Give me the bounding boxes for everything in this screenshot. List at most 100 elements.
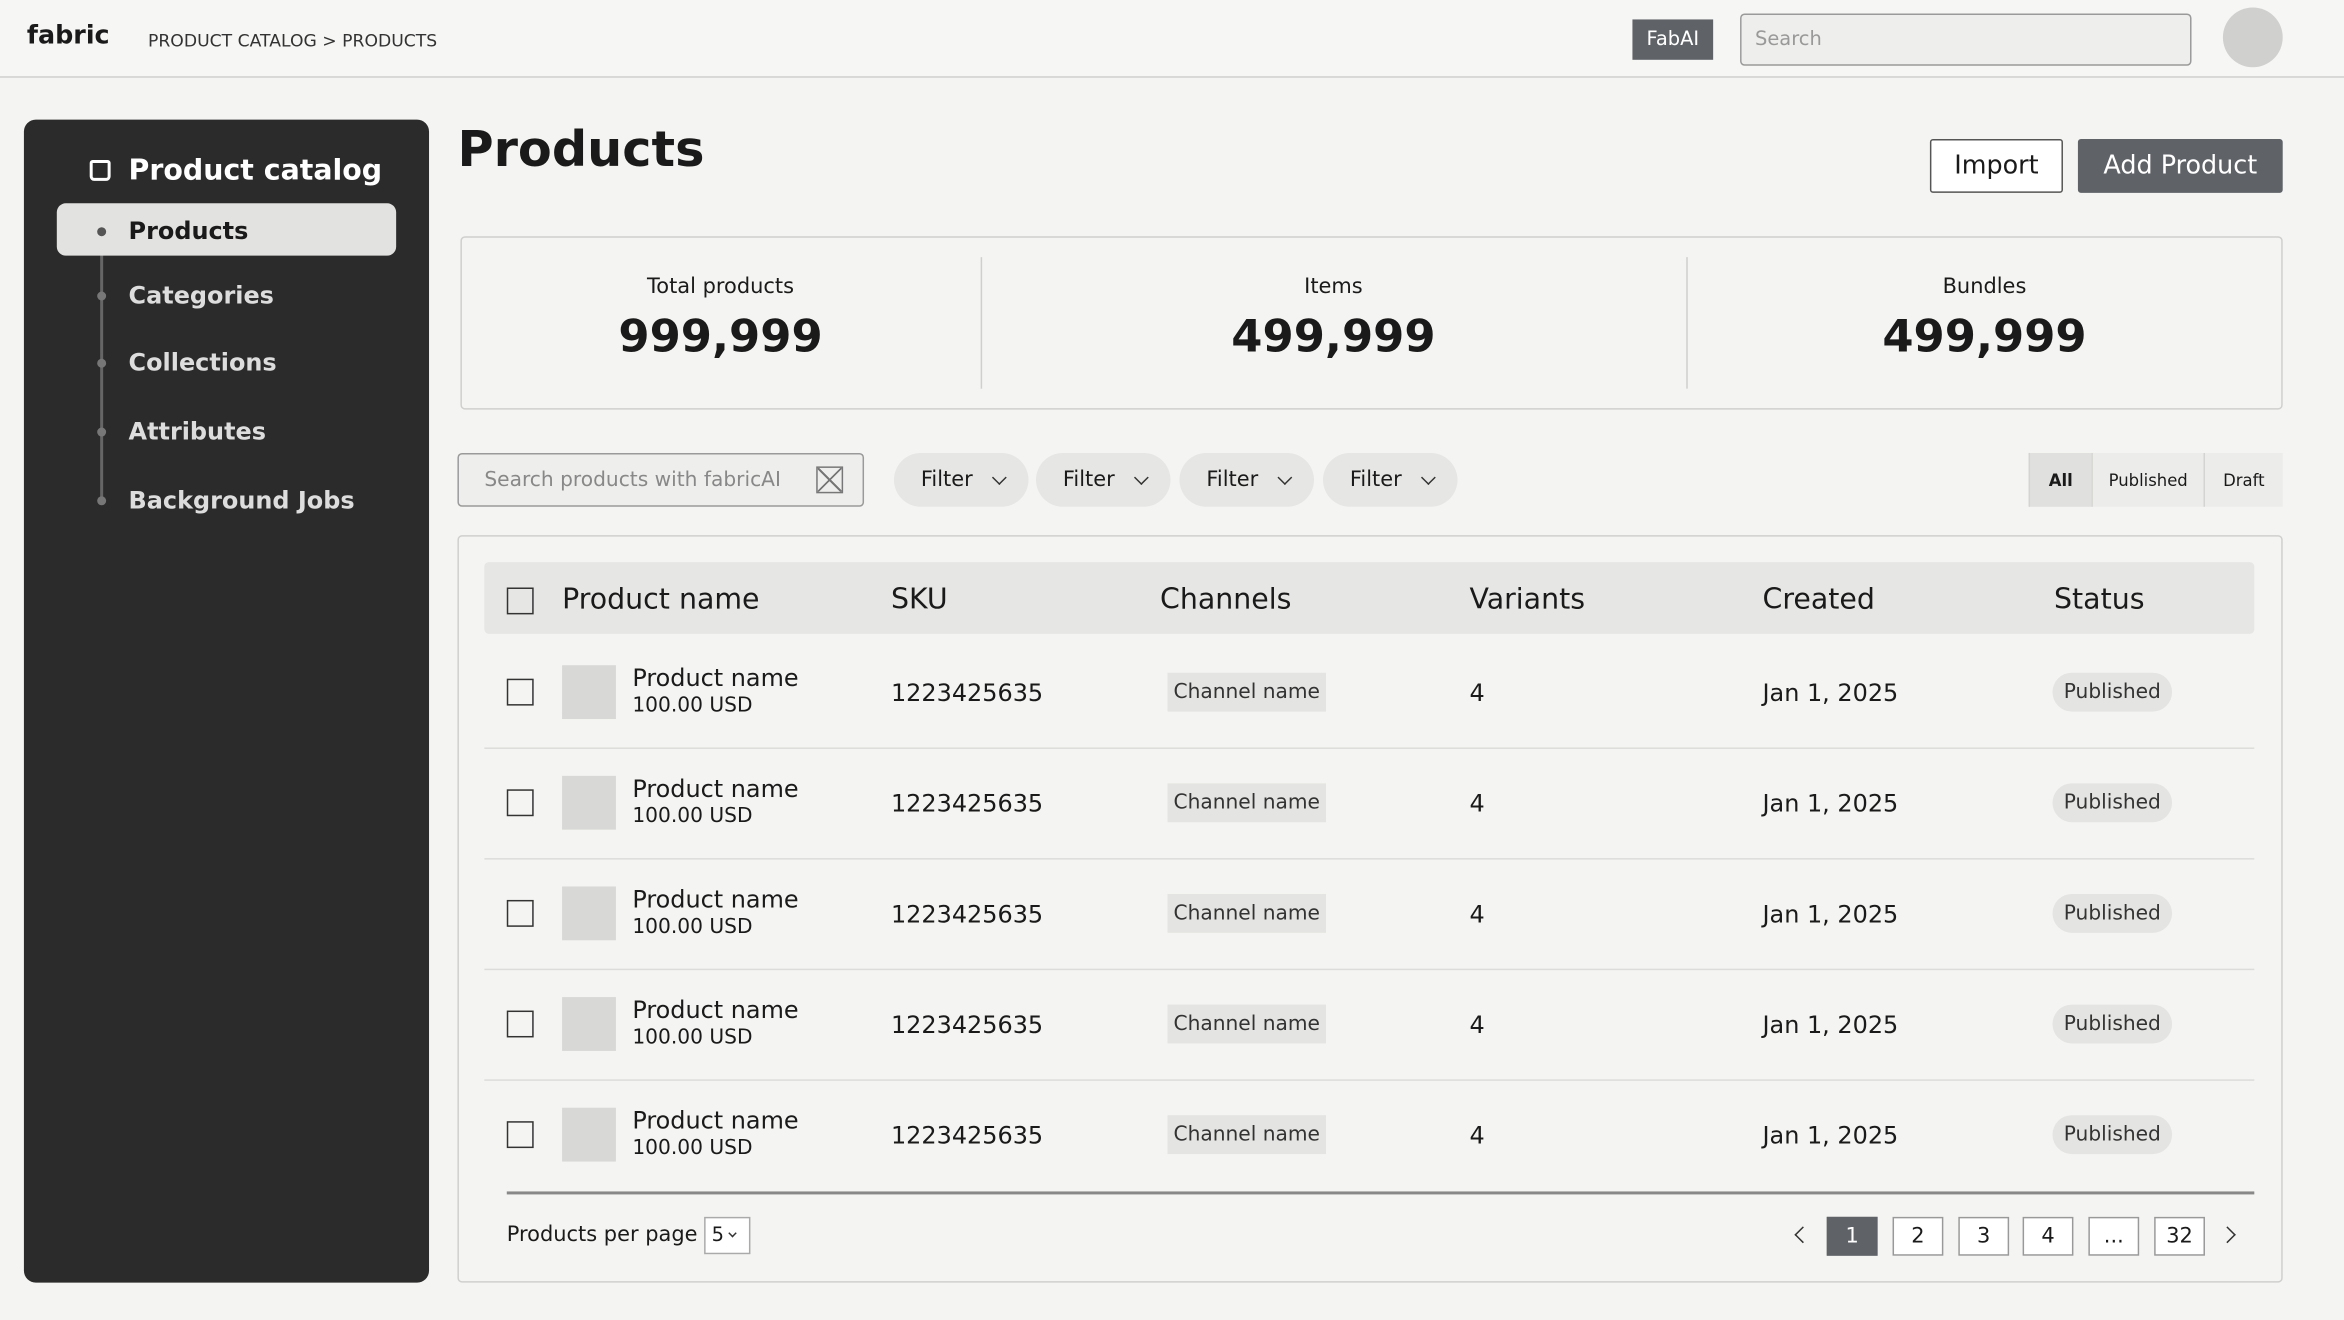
checkbox[interactable] — [506, 1010, 534, 1038]
breadcrumb: PRODUCT CATALOG > PRODUCTS — [147, 29, 438, 51]
sku: 1223425635 — [890, 1010, 1044, 1039]
checkbox[interactable] — [506, 899, 534, 927]
channel-chip: Channel name — [1167, 672, 1326, 712]
variants: 4 — [1469, 1121, 1485, 1150]
column-header[interactable]: SKU — [890, 583, 948, 616]
import-button[interactable]: Import — [1929, 139, 2063, 193]
nav-item[interactable]: Attributes — [128, 417, 266, 446]
channel-chip: Channel name — [1167, 893, 1326, 933]
per-page-value: 5 — [711, 1224, 724, 1247]
created: Jan 1, 2025 — [1762, 1010, 1899, 1039]
status-tab[interactable]: All — [2028, 452, 2092, 507]
channel-chip: Channel name — [1167, 783, 1326, 823]
nav-item[interactable]: Background Jobs — [128, 485, 355, 515]
thumbnail — [562, 1107, 616, 1162]
active-pill — [56, 203, 397, 256]
nav-item[interactable]: Collections — [128, 348, 277, 377]
stat-label: Bundles — [1942, 275, 2027, 299]
sku: 1223425635 — [890, 789, 1044, 818]
product-name[interactable]: Product name — [632, 663, 799, 693]
page-button[interactable]: 4 — [2022, 1216, 2074, 1256]
product-price: 100.00 USD — [632, 914, 753, 939]
filter-button[interactable]: Filter — [1035, 452, 1171, 507]
page-button[interactable]: 1 — [1826, 1216, 1878, 1256]
column-header[interactable]: Status — [2053, 583, 2145, 616]
add-button[interactable]: Add Product — [2077, 139, 2283, 193]
filter-label: Filter — [920, 467, 973, 492]
page-button[interactable]: ... — [2088, 1216, 2140, 1256]
per-page-label: Products per page — [506, 1222, 698, 1247]
thumbnail — [562, 997, 616, 1051]
page-title: Products — [457, 119, 705, 178]
filter-label: Filter — [1206, 467, 1259, 492]
chevron — [728, 1229, 738, 1238]
filter-button[interactable]: Filter — [1179, 452, 1315, 507]
product-price: 100.00 USD — [632, 693, 753, 718]
channel-chip: Channel name — [1167, 1115, 1326, 1155]
stat-value: 499,999 — [1231, 310, 1436, 364]
created: Jan 1, 2025 — [1762, 1121, 1899, 1150]
column-header[interactable]: Created — [1762, 583, 1875, 616]
created: Jan 1, 2025 — [1762, 789, 1899, 818]
stat-label: Total products — [647, 275, 795, 299]
filter-label: Filter — [1062, 467, 1115, 492]
row-divider — [484, 968, 2255, 971]
status-chip: Published — [2052, 783, 2173, 823]
row-divider — [484, 747, 2255, 749]
checkbox[interactable] — [506, 789, 534, 817]
product-search[interactable]: Search products with fabricAI — [457, 452, 865, 507]
sku: 1223425635 — [890, 678, 1044, 708]
search-input[interactable]: Search — [1740, 13, 2192, 66]
product-price: 100.00 USD — [632, 1136, 753, 1161]
column-header[interactable]: Variants — [1469, 583, 1586, 616]
variants: 4 — [1469, 1010, 1485, 1039]
page-button[interactable]: 2 — [1892, 1216, 1944, 1256]
chevron — [1420, 469, 1436, 485]
filter-button[interactable]: Filter — [893, 452, 1029, 507]
product-price: 100.00 USD — [632, 804, 753, 829]
checkbox[interactable] — [506, 1121, 534, 1149]
page-button[interactable]: 32 — [2154, 1216, 2205, 1256]
row-divider — [484, 858, 2255, 860]
product-name[interactable]: Product name — [632, 774, 799, 803]
product-name[interactable]: Product name — [632, 995, 799, 1025]
column-header[interactable]: Product name — [562, 583, 760, 616]
table-header — [484, 562, 2255, 634]
sidebar — [23, 119, 430, 1283]
thumbnail — [562, 665, 616, 720]
status-tab[interactable]: Draft — [2203, 452, 2283, 507]
catalog-icon — [89, 159, 111, 181]
sidebar-title: Product catalog — [128, 153, 383, 187]
tree-dot — [97, 291, 107, 301]
per-page-select[interactable]: 5 — [704, 1216, 751, 1255]
nav-item[interactable]: Products — [128, 216, 249, 246]
chevron — [991, 469, 1007, 485]
tree-dot — [97, 227, 107, 237]
checkbox[interactable] — [506, 678, 534, 706]
avatar[interactable] — [2222, 7, 2283, 68]
thumbnail — [562, 886, 616, 941]
thumbnail — [562, 775, 616, 830]
stat-value: 499,999 — [1882, 310, 2087, 364]
page-button[interactable]: 3 — [1958, 1216, 2010, 1256]
ai-button[interactable]: FabAI — [1632, 19, 1714, 60]
tree-dot — [97, 496, 107, 506]
stat-value: 999,999 — [618, 310, 823, 364]
product-name[interactable]: Product name — [632, 884, 799, 914]
status-tab[interactable]: Published — [2091, 452, 2204, 507]
status-chip: Published — [2052, 893, 2173, 933]
status-chip: Published — [2052, 1115, 2173, 1155]
column-header[interactable]: Channels — [1160, 583, 1292, 616]
created: Jan 1, 2025 — [1762, 899, 1899, 929]
product-price: 100.00 USD — [632, 1025, 753, 1050]
checkbox[interactable] — [506, 587, 534, 615]
filter-label: Filter — [1349, 467, 1402, 492]
filter-button[interactable]: Filter — [1322, 452, 1458, 507]
nav-item[interactable]: Categories — [128, 281, 274, 310]
chevron — [1276, 469, 1292, 485]
stats-box — [460, 236, 2283, 410]
product-name[interactable]: Product name — [632, 1106, 799, 1135]
divider — [980, 257, 983, 389]
